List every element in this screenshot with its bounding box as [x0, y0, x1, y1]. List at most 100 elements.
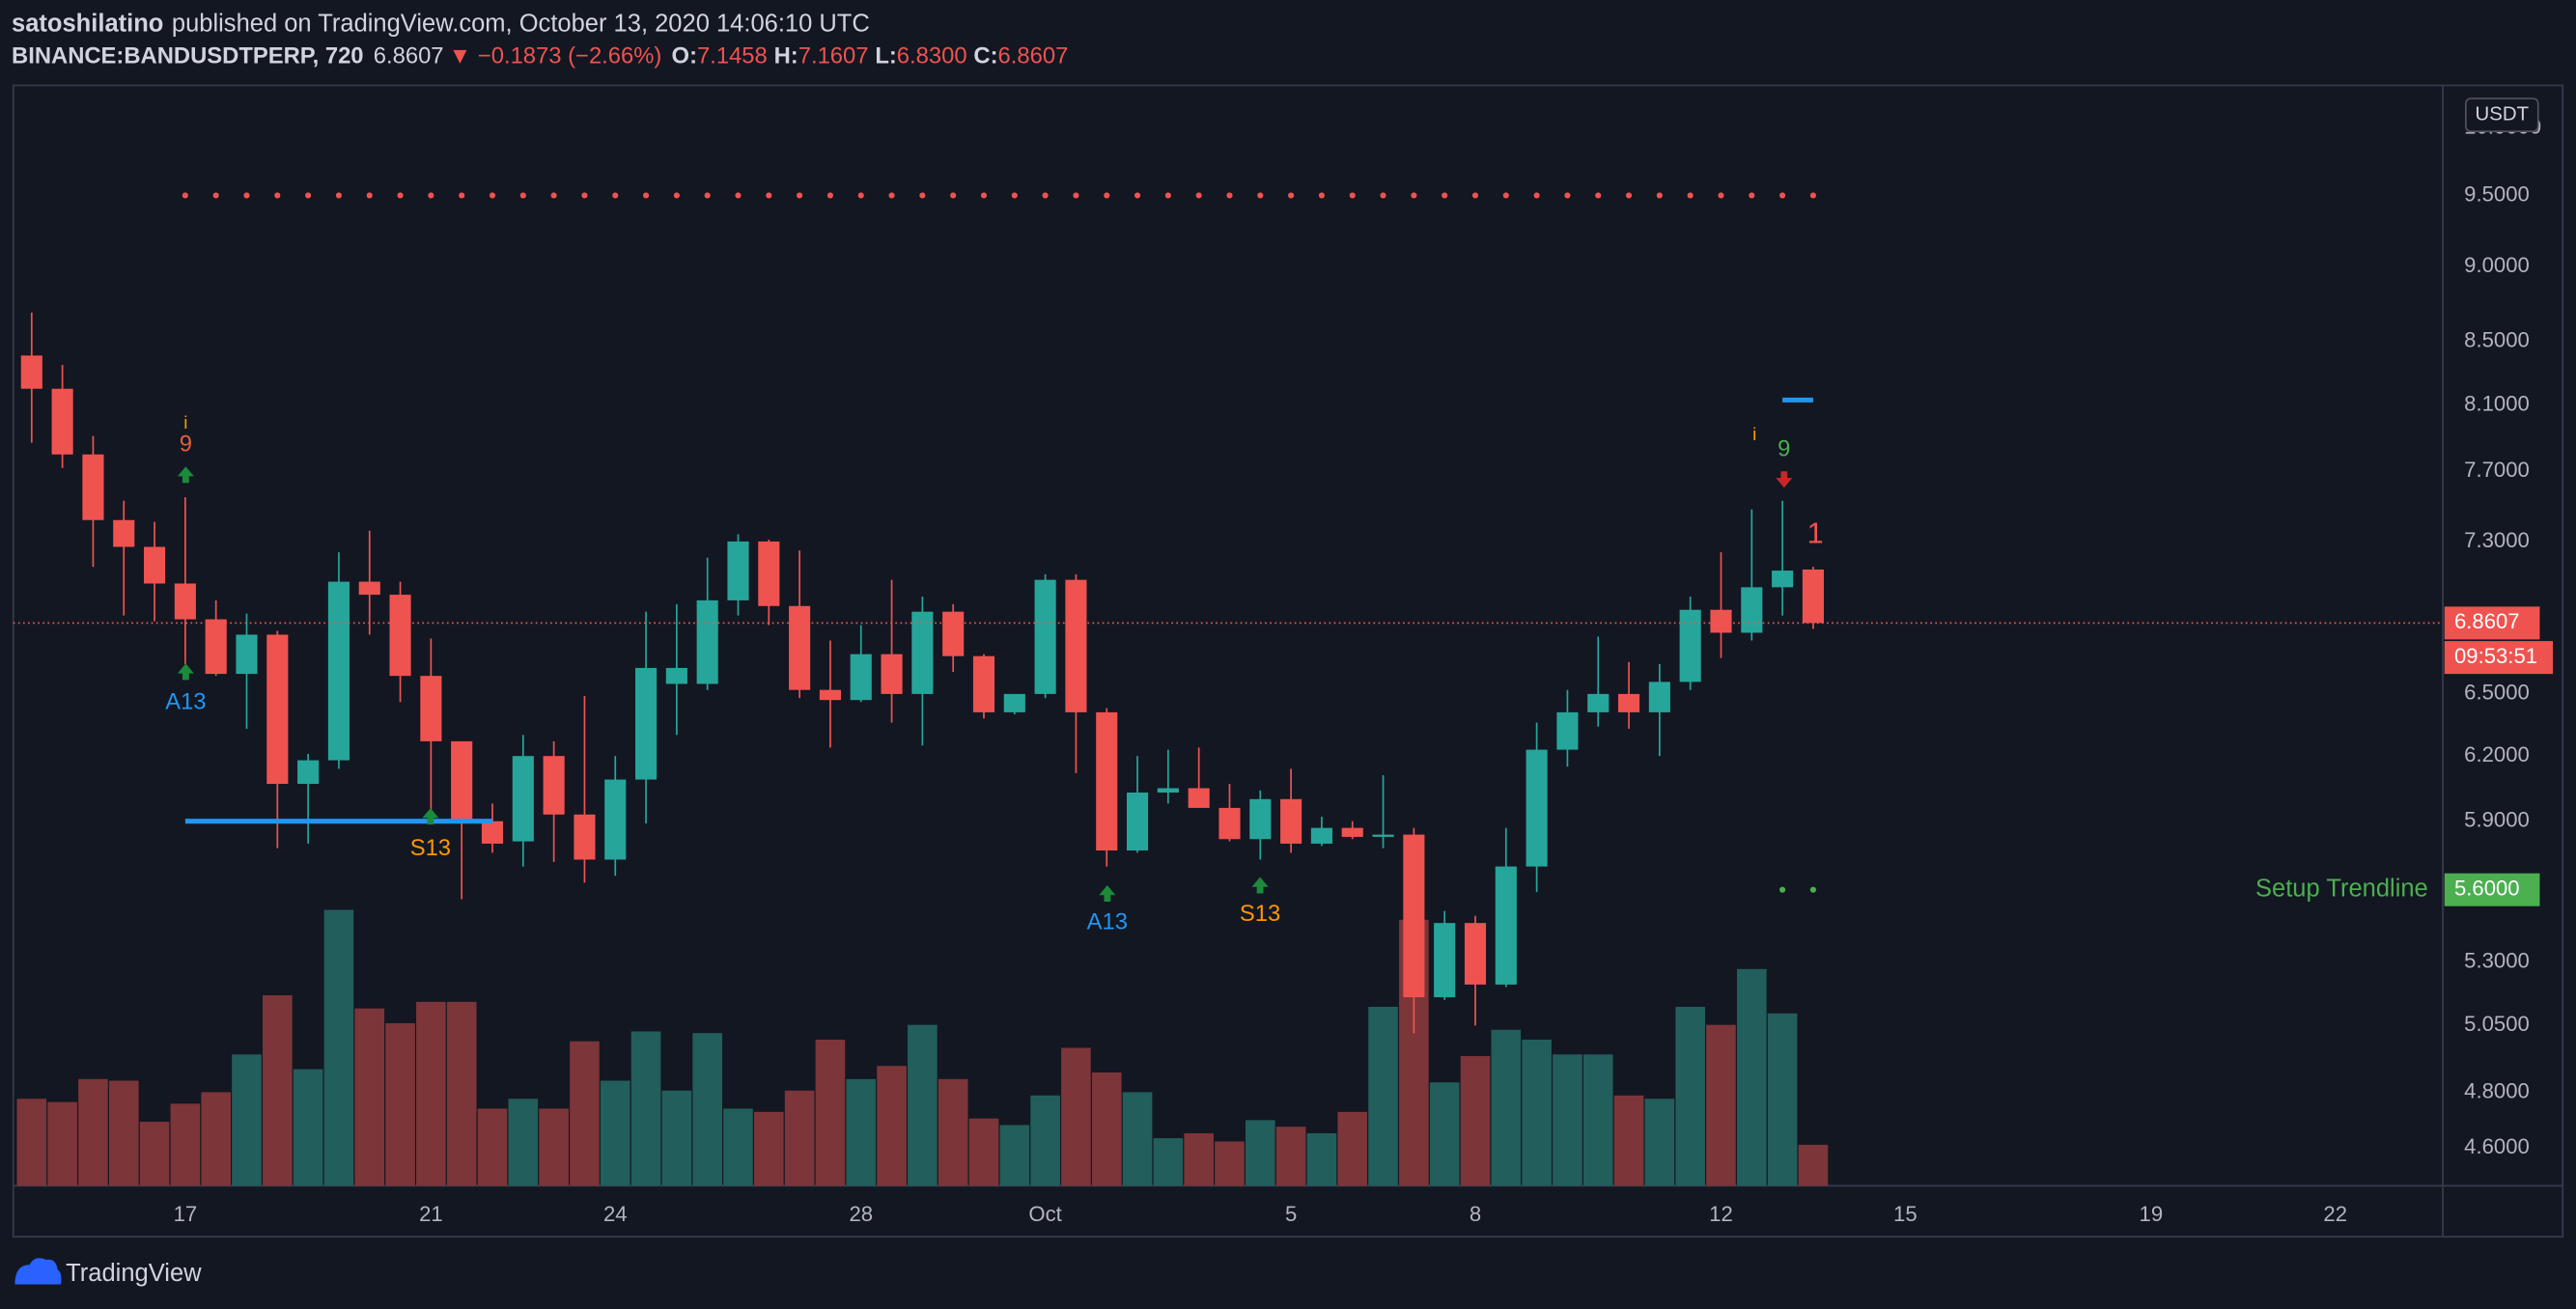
x-tick-label: 21 [419, 1202, 443, 1226]
signal-arrow [422, 808, 439, 825]
signal-arrow [1776, 471, 1793, 488]
volume-bar [1613, 1095, 1644, 1186]
volume-bar [446, 1001, 477, 1186]
ohlc-key: L: [875, 43, 896, 70]
candle-body [236, 634, 258, 675]
signal-arrow [177, 663, 194, 681]
level-dot [642, 192, 650, 199]
candle-body [1003, 693, 1025, 712]
volume-bar [908, 1024, 938, 1186]
level-dot [1656, 192, 1663, 199]
candle-body [1096, 711, 1118, 850]
candle-body [972, 655, 995, 712]
author: satoshilatino [12, 10, 163, 37]
level-dot [243, 192, 250, 199]
volume-bar [1337, 1111, 1368, 1186]
y-tick-label: 7.7000 [2464, 458, 2530, 482]
annotation: A13 [165, 688, 206, 714]
candle-body [574, 814, 596, 860]
candle-body [543, 756, 565, 815]
candle-body [1218, 807, 1241, 840]
volume-bar [263, 995, 293, 1186]
x-tick-label: 5 [1285, 1202, 1297, 1226]
candle-body [881, 654, 903, 694]
candle-body [1741, 587, 1763, 633]
volume-bar [753, 1111, 784, 1186]
volume-bar [1030, 1095, 1060, 1186]
level-dot [305, 192, 312, 199]
candle-body [696, 599, 718, 684]
level-dot [182, 192, 188, 199]
volume-bar [1184, 1132, 1214, 1186]
volume-bar [1429, 1082, 1460, 1186]
candle-body [481, 821, 504, 844]
volume-bar [1675, 1006, 1705, 1186]
volume-bar [354, 1008, 385, 1186]
level-dot [459, 192, 465, 199]
y-tick-label: 9.5000 [2464, 181, 2530, 206]
annotation: 9 [1778, 435, 1790, 461]
level-dot [1442, 192, 1448, 199]
level-dot [612, 192, 619, 199]
candle-body [1310, 827, 1332, 844]
last: 6.8607 [374, 43, 444, 70]
volume-bar [1368, 1006, 1398, 1186]
level-dot [1779, 192, 1786, 199]
volume-bar [78, 1078, 108, 1186]
annotation: S13 [410, 835, 451, 861]
volume-bar [1215, 1141, 1245, 1186]
volume-bar [815, 1039, 846, 1186]
candle-body [1341, 827, 1363, 837]
volume-bar [385, 1022, 415, 1186]
level-dot [1257, 192, 1264, 199]
brand-logo [14, 1258, 62, 1285]
level-dot [673, 192, 680, 199]
level-dot [735, 192, 742, 199]
x-tick-label: 17 [174, 1202, 198, 1226]
level-dot [1749, 192, 1755, 199]
volume-bar [1091, 1072, 1122, 1186]
level-dot [1533, 192, 1540, 199]
volume-bar [139, 1122, 170, 1186]
volume-bar [1706, 1024, 1736, 1186]
x-tick-label: 24 [603, 1202, 628, 1226]
annotation: S13 [1240, 901, 1280, 927]
candle-body [1617, 693, 1640, 712]
level-dot [1502, 192, 1509, 199]
candle-body [174, 583, 196, 620]
volume-bar [1582, 1054, 1613, 1186]
candle-body [758, 541, 780, 606]
y-tick-label: 7.3000 [2464, 528, 2530, 552]
annotation: i [183, 412, 187, 432]
volume-bar [938, 1078, 968, 1186]
ohlc-value: 7.1607 [798, 43, 869, 70]
volume-bar [630, 1031, 661, 1186]
candle-body [1587, 693, 1610, 712]
frame [12, 84, 2564, 1238]
level-dot [1226, 192, 1233, 199]
level-dot [428, 192, 434, 199]
level-tag: 5.6000 [2454, 877, 2520, 901]
volume-bar [723, 1108, 753, 1186]
ohlc-value: 7.1458 [697, 43, 768, 70]
legend-line: BINANCE:BANDUSDTPERP, 720 6.8607 ▼ −0.1873… [12, 43, 1068, 70]
candle-body [512, 756, 534, 842]
candle-body [1249, 798, 1272, 840]
publisher-line: satoshilatino published on TradingView.co… [12, 10, 870, 37]
volume-bar [323, 909, 354, 1186]
volume-bar [999, 1125, 1030, 1186]
volume-bar [692, 1033, 722, 1186]
level-dot [857, 192, 864, 199]
level-dot [919, 192, 926, 199]
candle-body [51, 388, 73, 455]
ohlc-value: 6.8607 [998, 43, 1069, 70]
x-tick-label: 22 [2323, 1202, 2347, 1226]
candle-body [451, 740, 473, 822]
volume-bar [846, 1078, 877, 1186]
level-label: Setup Trendline [2255, 875, 2428, 902]
volume-bar [1275, 1127, 1306, 1186]
candle-body [205, 619, 227, 675]
level-dot [1288, 192, 1295, 199]
y-tick-label: 4.6000 [2464, 1134, 2530, 1158]
x-tick-label: Oct [1028, 1202, 1061, 1226]
